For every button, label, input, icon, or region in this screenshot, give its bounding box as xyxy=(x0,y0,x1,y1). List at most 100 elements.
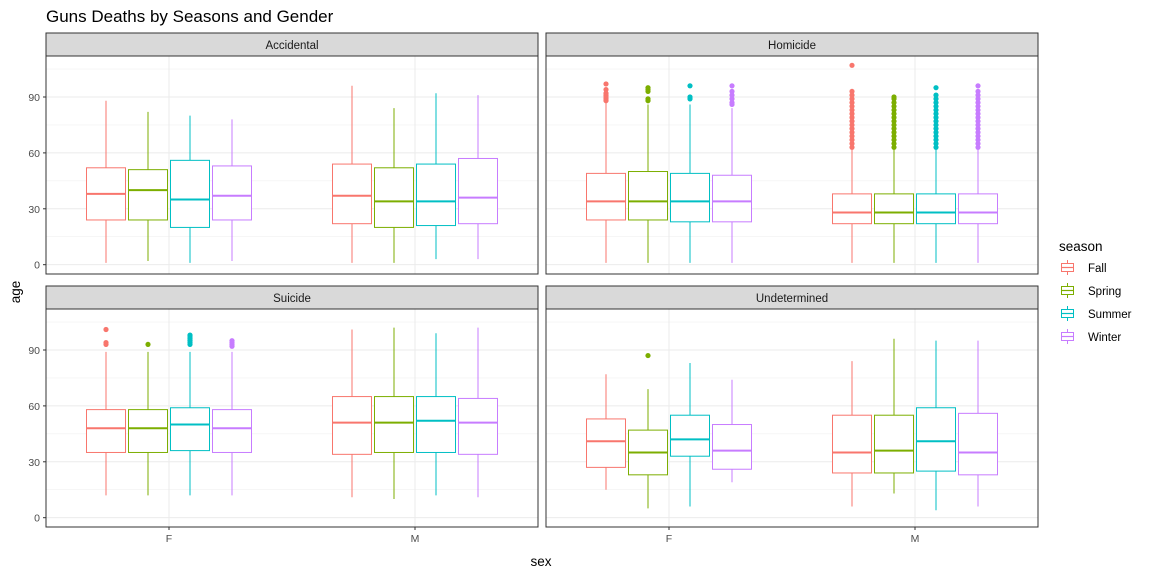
outlier-point xyxy=(975,103,981,109)
box-F-summer xyxy=(670,363,710,507)
outlier-point xyxy=(603,86,609,93)
y-tick-label: 0 xyxy=(34,260,40,272)
y-tick-label: 30 xyxy=(28,457,40,469)
outlier-point xyxy=(849,122,855,128)
outlier-point xyxy=(933,129,939,135)
box-iqr xyxy=(128,169,168,221)
box-M-fall xyxy=(832,361,872,507)
box-iqr xyxy=(628,171,668,221)
outlier-point xyxy=(933,140,939,147)
box-F-spring xyxy=(128,111,168,261)
outlier-point xyxy=(891,114,897,121)
box-M-winter xyxy=(958,340,998,507)
box-F-spring xyxy=(128,341,168,496)
legend: season Fall Spring Summer Winter xyxy=(1059,239,1132,345)
outlier-point xyxy=(849,133,855,139)
outlier-point xyxy=(975,88,981,95)
box-iqr xyxy=(128,409,168,453)
facet-panels: Accidental 0 30 60 90 Homicide Suicide 0 30 60 90 F… xyxy=(28,32,1039,545)
outlier-point xyxy=(891,94,897,100)
x-tick-label: M xyxy=(411,533,420,545)
outlier-point xyxy=(933,103,939,109)
box-F-fall xyxy=(86,100,126,263)
outlier-point xyxy=(687,94,693,100)
outlier-point xyxy=(975,137,981,143)
outlier-point xyxy=(933,118,939,124)
outlier-point xyxy=(975,133,981,139)
legend-label: Winter xyxy=(1088,332,1121,344)
outlier-point xyxy=(975,96,981,102)
panel-border xyxy=(545,55,1039,275)
outlier-point xyxy=(849,114,855,121)
outlier-point xyxy=(933,85,939,91)
outlier-point xyxy=(975,114,981,121)
box-M-spring xyxy=(374,108,414,263)
outlier-point xyxy=(891,118,897,124)
outlier-point xyxy=(849,140,855,147)
box-iqr xyxy=(458,397,498,455)
legend-item-spring: Spring xyxy=(1059,282,1121,299)
plot-background xyxy=(546,56,1038,274)
outlier-point xyxy=(849,92,855,98)
outlier-point xyxy=(729,83,735,89)
box-M-fall xyxy=(332,85,372,263)
panel-border xyxy=(45,308,539,528)
y-tick-label: 0 xyxy=(34,513,40,525)
outlier-point xyxy=(687,83,693,89)
box-M-winter xyxy=(958,83,998,263)
y-tick-label: 90 xyxy=(28,345,40,357)
outlier-point xyxy=(849,88,855,95)
legend-label: Spring xyxy=(1088,286,1121,298)
box-F-spring xyxy=(628,352,668,509)
outlier-point xyxy=(849,99,855,106)
box-M-spring xyxy=(874,94,914,263)
outlier-point xyxy=(975,83,981,89)
outlier-point xyxy=(933,107,939,113)
outlier-point xyxy=(729,92,735,98)
outlier-point xyxy=(145,341,151,348)
box-iqr xyxy=(212,165,252,221)
outlier-point xyxy=(891,111,897,117)
box-F-spring xyxy=(628,85,668,263)
facet-panel-accidental: Accidental 0 30 60 90 xyxy=(28,32,539,275)
outlier-point xyxy=(849,129,855,135)
facet-panel-undetermined: Undetermined F M xyxy=(545,285,1039,545)
box-M-winter xyxy=(458,327,498,498)
x-tick-label: F xyxy=(666,533,672,545)
outlier-point xyxy=(891,137,897,143)
outlier-point xyxy=(891,129,897,135)
outlier-point xyxy=(729,96,735,102)
outlier-point xyxy=(849,62,855,68)
outlier-point xyxy=(975,129,981,135)
outlier-point xyxy=(975,99,981,106)
box-iqr xyxy=(416,396,456,453)
box-iqr xyxy=(916,193,956,225)
outlier-point xyxy=(933,111,939,117)
box-M-fall xyxy=(332,329,372,498)
outlier-point xyxy=(103,339,109,346)
facet-panel-homicide: Homicide xyxy=(545,32,1039,275)
outlier-point xyxy=(187,332,193,338)
box-iqr xyxy=(170,159,210,228)
outlier-point xyxy=(975,144,981,150)
box-iqr xyxy=(212,409,252,453)
box-iqr xyxy=(586,172,626,221)
outlier-point xyxy=(975,140,981,147)
outlier-point xyxy=(975,122,981,128)
x-tick-label: F xyxy=(166,533,172,545)
legend-item-fall: Fall xyxy=(1059,259,1107,276)
outlier-point xyxy=(891,99,897,106)
facet-strip-label: Undetermined xyxy=(756,293,828,305)
panel-border xyxy=(545,308,1039,528)
outlier-point xyxy=(891,126,897,132)
box-iqr xyxy=(916,407,956,472)
box-F-summer xyxy=(170,332,210,496)
box-iqr xyxy=(458,157,498,225)
box-iqr xyxy=(586,418,626,468)
outlier-point xyxy=(933,92,939,98)
outlier-point xyxy=(891,133,897,139)
legend-item-winter: Winter xyxy=(1059,328,1121,345)
box-F-winter xyxy=(712,83,752,263)
box-iqr xyxy=(670,172,710,223)
outlier-point xyxy=(229,338,235,344)
